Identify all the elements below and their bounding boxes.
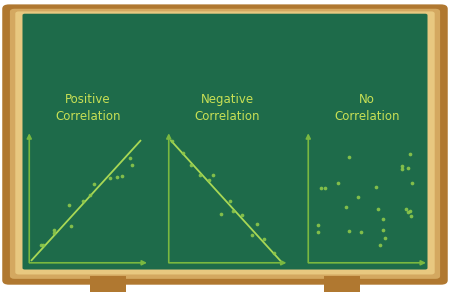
Point [407,214,414,219]
Text: Positive
Correlation: Positive Correlation [55,93,121,123]
FancyBboxPatch shape [22,14,427,270]
Point [68,224,75,228]
FancyBboxPatch shape [10,9,440,279]
Text: No
Correlation: No Correlation [334,93,400,123]
Point [358,229,365,234]
Point [408,180,415,185]
Point [37,242,44,247]
Point [342,205,350,210]
Point [375,207,382,211]
Point [398,166,405,171]
Point [380,227,387,232]
FancyBboxPatch shape [2,4,448,285]
Point [50,231,58,236]
Point [230,208,237,213]
Point [405,165,412,170]
Point [377,243,384,247]
Point [238,213,245,218]
Point [315,230,322,234]
Point [197,173,204,177]
Bar [90,276,126,292]
Point [205,178,212,182]
Point [253,222,260,226]
Point [118,174,125,178]
Point [346,228,353,233]
Point [66,203,73,207]
Point [210,172,217,177]
Point [334,181,342,185]
Point [270,251,277,255]
Point [218,212,225,216]
Point [317,185,324,190]
Point [51,228,58,233]
FancyBboxPatch shape [15,11,435,274]
Point [226,199,234,203]
Point [91,182,98,186]
Point [354,195,361,200]
Point [315,223,322,227]
Point [113,174,121,179]
Point [169,138,176,143]
Point [406,152,414,157]
Point [382,236,389,240]
Point [321,186,328,191]
Point [399,164,406,168]
Point [86,193,94,197]
Bar [324,276,360,292]
Point [179,151,186,156]
Point [373,184,380,189]
Point [407,208,414,213]
Point [40,243,47,247]
Point [128,163,135,167]
Point [379,216,387,221]
Text: Negative
Correlation: Negative Correlation [194,93,260,123]
Point [402,207,410,211]
Point [261,236,268,241]
Point [187,163,194,168]
Point [106,176,113,180]
Point [346,155,353,159]
Point [126,155,133,160]
Point [248,232,256,237]
Point [79,199,86,203]
Point [405,209,412,214]
